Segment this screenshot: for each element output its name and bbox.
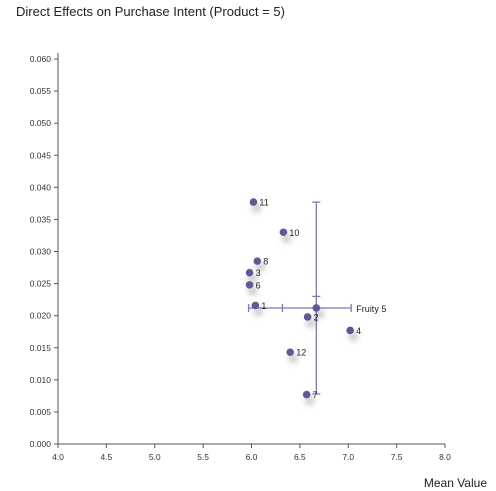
axes: 0.000 0.005 0.010 0.015 0.020 0.025 0.030 0.035… [30, 53, 451, 462]
x-axis-title: Mean Value [424, 476, 487, 490]
y-tick-label: 0.055 [30, 86, 52, 96]
data-point-label: 3 [256, 268, 261, 278]
data-point [245, 281, 254, 289]
data-point-group: 11 [249, 198, 269, 208]
data-point-label: 4 [356, 326, 361, 336]
data-point [286, 348, 295, 357]
reference-point [312, 304, 321, 312]
y-tick-label: 0.020 [30, 311, 52, 321]
x-tick-label: 7.5 [391, 452, 403, 462]
x-tick-label: 4.5 [100, 452, 112, 462]
data-point [253, 257, 262, 265]
data-point-label: 6 [256, 280, 261, 290]
data-point-group: 8 [253, 257, 268, 267]
x-tick-label: 4.0 [52, 452, 64, 462]
chart-title: Direct Effects on Purchase Intent (Produ… [16, 4, 285, 19]
data-point-group: 6 [245, 280, 261, 290]
x-tick-label: 5.5 [197, 452, 209, 462]
x-tick-label: 8.0 [439, 452, 451, 462]
reference-crosshair: Fruity 5 [247, 201, 386, 395]
data-point-label: 1 [261, 301, 266, 311]
y-tick-label: 0.025 [30, 279, 52, 289]
y-tick-label: 0.015 [30, 343, 52, 353]
x-tick-label: 5.0 [149, 452, 161, 462]
data-point-label: 2 [314, 312, 319, 322]
data-point-group: 2 [303, 312, 319, 322]
y-tick-label: 0.010 [30, 375, 52, 385]
data-point-label: 7 [313, 390, 318, 400]
x-tick-label: 6.5 [294, 452, 306, 462]
data-point-group: 3 [245, 268, 261, 278]
data-point-group: 4 [346, 326, 361, 336]
data-point-label: 12 [296, 348, 306, 358]
data-point-label: 8 [263, 257, 268, 267]
y-tick-label: 0.060 [30, 54, 52, 64]
data-point-label: 10 [289, 228, 299, 238]
data-point [346, 326, 354, 335]
data-point-group: 7 [302, 390, 318, 400]
data-point-group: 10 [279, 228, 299, 238]
data-point-group: 12 [286, 348, 306, 358]
y-tick-label: 0.035 [30, 214, 52, 224]
data-point [303, 313, 312, 321]
data-point-group: 1 [251, 301, 266, 311]
y-tick-label: 0.050 [30, 118, 52, 128]
y-tick-label: 0.040 [30, 182, 52, 192]
y-tick-label: 0.000 [30, 439, 52, 449]
data-point-label: 11 [259, 198, 268, 208]
data-point [302, 390, 311, 399]
y-tick-label: 0.030 [30, 247, 52, 257]
y-tick-label: 0.005 [30, 407, 52, 417]
y-tick-label: 0.045 [30, 150, 52, 160]
reference-label: Fruity 5 [356, 304, 386, 314]
data-point [279, 228, 288, 237]
x-tick-label: 7.0 [342, 452, 354, 462]
data-point [245, 268, 254, 277]
data-point [249, 198, 258, 206]
x-tick-label: 6.0 [246, 452, 258, 462]
data-point [251, 301, 260, 310]
